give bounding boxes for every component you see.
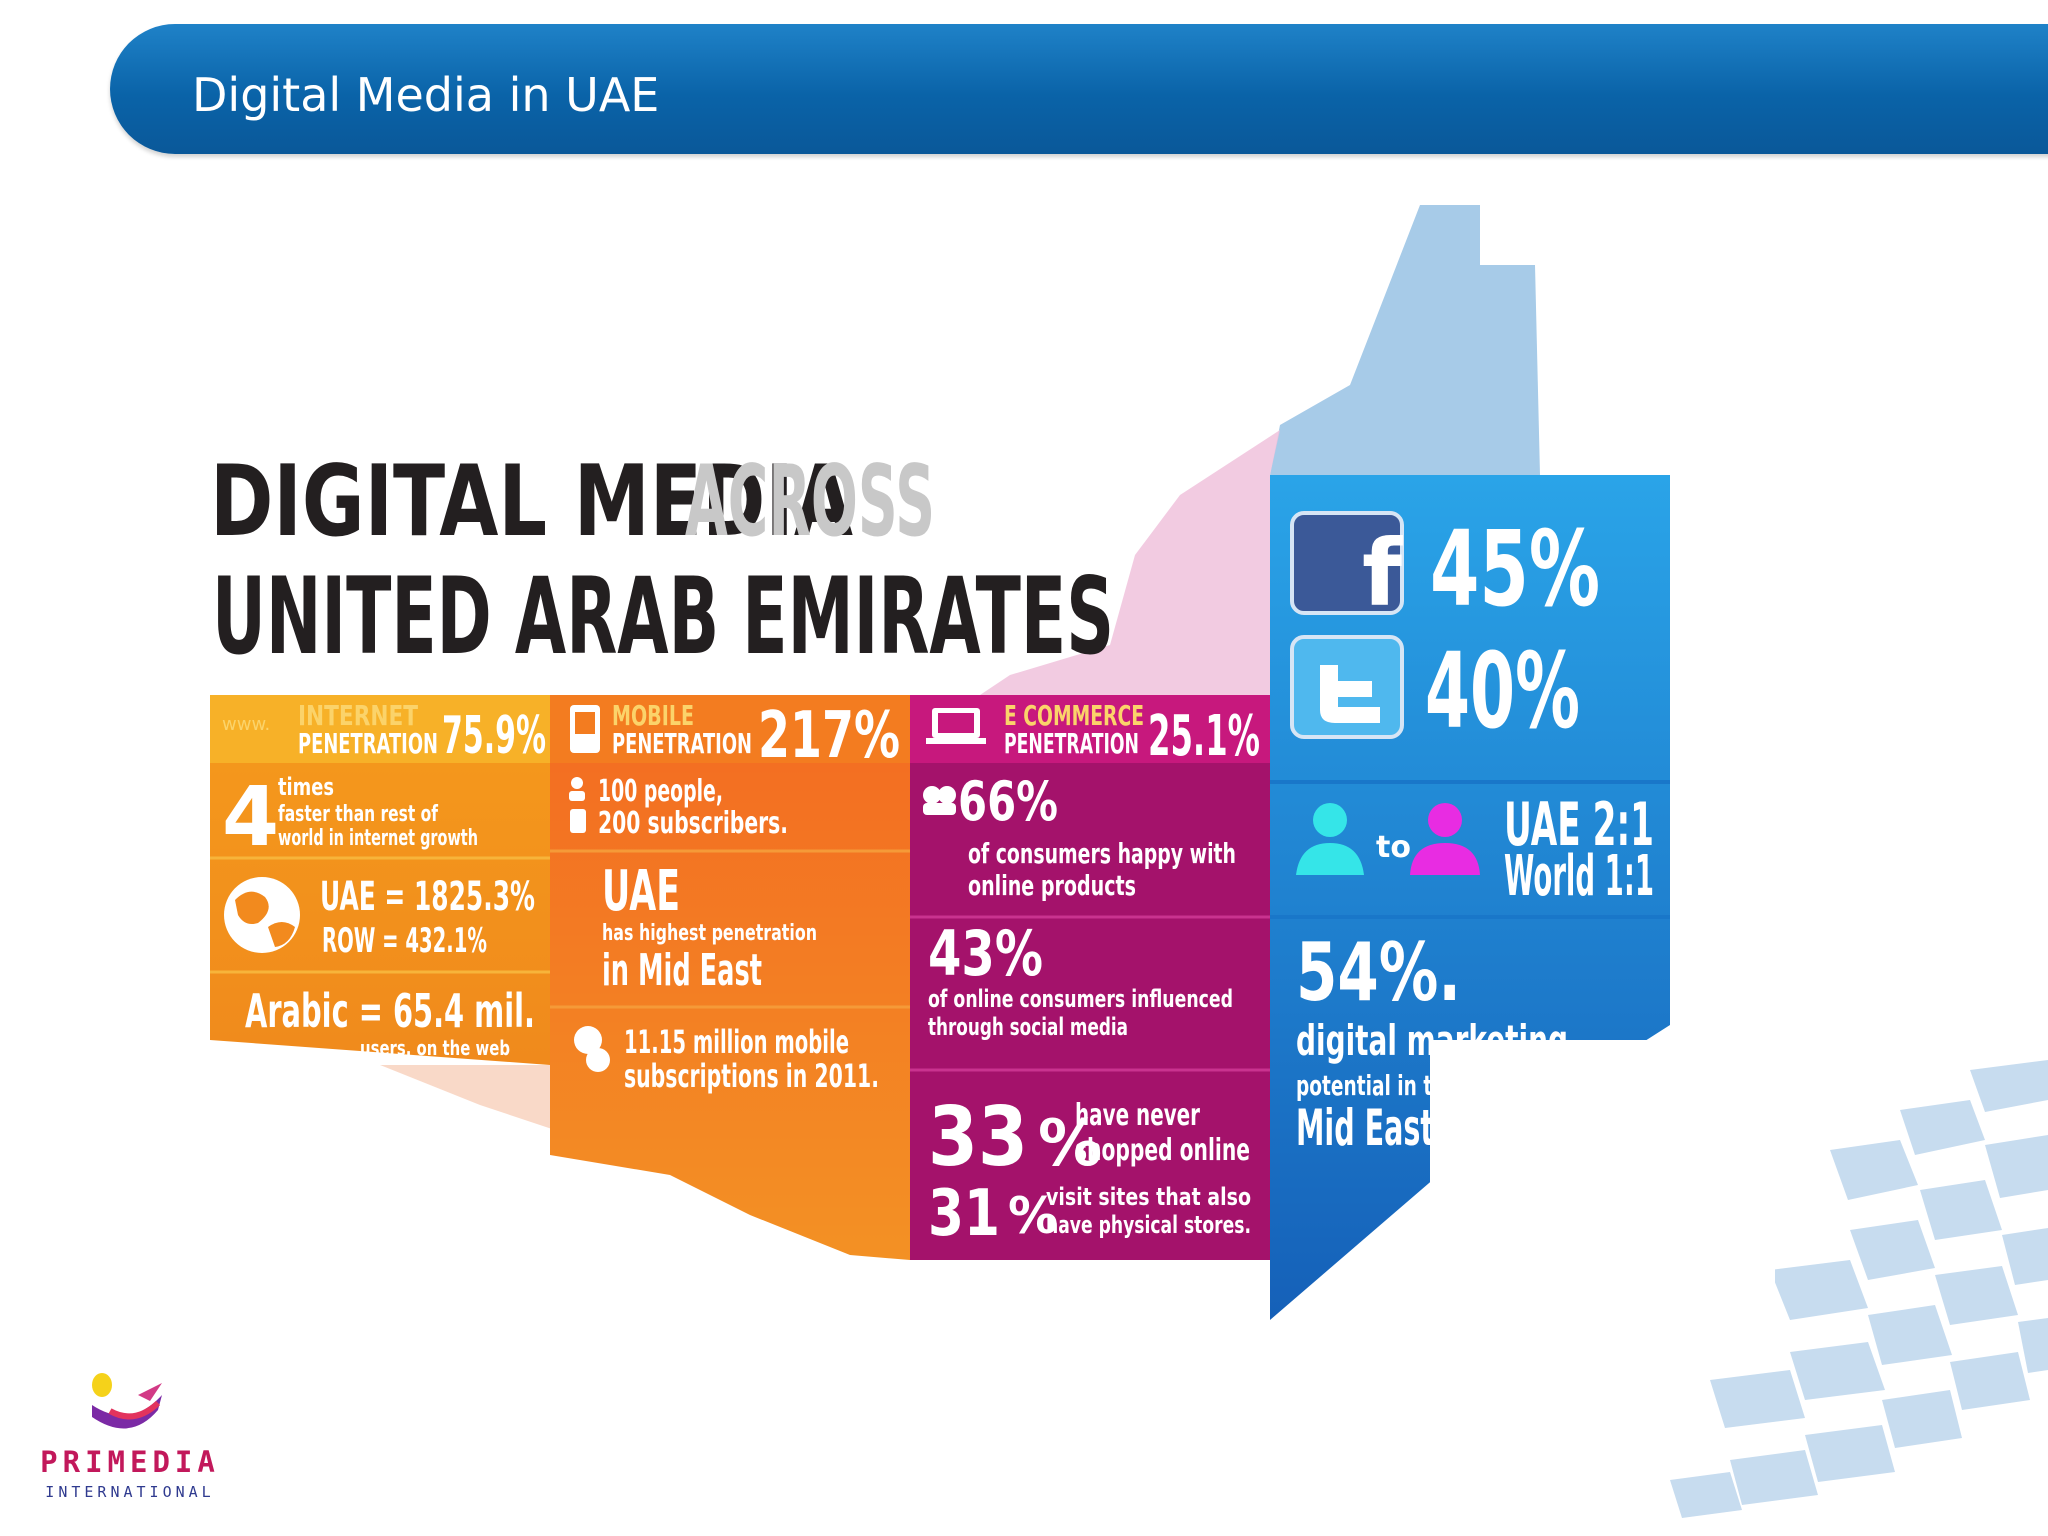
times-desc1: faster than rest of [278,802,438,827]
primedia-logo: PRIMEDIA INTERNATIONAL [40,1365,220,1515]
slide-title: Digital Media in UAE [192,68,660,122]
person-icon [569,777,585,801]
headline-light: ACROSS [685,445,935,559]
happy-desc1: of consumers happy with [968,837,1236,870]
phone-small-icon [570,809,586,833]
row-growth: ROW = 432.1% [322,921,487,961]
uae-map-north-blue [1270,205,1540,475]
mobile-value: 217% [758,699,900,773]
ecommerce-value: 25.1% [1148,704,1260,769]
to-label: to [1376,830,1411,865]
phone-icon [570,705,600,753]
mobile-label2: PENETRATION [612,727,752,760]
mobile-uae-desc: has highest penetration [602,921,817,946]
uae-map-pink [950,430,1280,715]
happy-desc2: online products [968,869,1136,902]
ecommerce-label2: PENETRATION [1004,727,1139,760]
mobile-subscribers: 200 subscribers. [598,806,788,841]
svg-text:f: f [1362,520,1403,627]
logo-name: PRIMEDIA [40,1445,220,1479]
globe-icon [224,877,300,953]
times-desc2: world in internet growth [278,826,478,851]
uae-ratio: UAE 2:1 [1504,790,1654,860]
visit-desc2: have physical stores. [1046,1211,1251,1239]
social-desc2: through social media [928,1013,1128,1041]
headline-line2: UNITED ARAB EMIRATES [212,555,1114,678]
world-ratio: World 1:1 [1504,844,1654,909]
decorative-globe-grid [1430,1040,2048,1518]
uae-infographic: DIGITAL MEDIA ACROSS UNITED ARAB EMIRATE… [150,175,1800,1335]
infographic-svg: DIGITAL MEDIA ACROSS UNITED ARAB EMIRATE… [210,205,1670,1320]
internet-label2: PENETRATION [298,727,438,760]
people-group-icon [574,1026,610,1072]
mobile-uae: UAE [602,859,680,924]
mobile-panel [550,695,910,1260]
mobile-subs2: subscriptions in 2011. [624,1057,879,1095]
times-word: times [278,773,334,801]
ecommerce-panel [910,695,1270,1260]
internet-label1: INTERNET [298,699,418,732]
arabic-sub: users. on the web [360,1036,510,1060]
social-pct: 43% [928,917,1043,990]
internet-www: www. [222,714,270,735]
mobile-header [550,695,910,763]
never-desc2: shopped online [1075,1133,1250,1168]
uae-growth: UAE = 1825.3% [320,874,535,920]
never-pct: 33 [928,1090,1028,1185]
male-user-icon [1296,803,1364,875]
ecommerce-label1: E COMMERCE [1004,699,1144,732]
twitter-pct: 40% [1425,630,1580,752]
internet-header [210,695,550,763]
never-desc1: have never [1075,1098,1200,1133]
logo-mark-icon [92,1373,162,1429]
visit-desc1: visit sites that also [1046,1183,1251,1211]
mobile-subs1: 11.15 million mobile [624,1023,849,1061]
female-user-icon [1410,803,1480,875]
internet-value: 75.9% [442,706,546,766]
facebook-icon: f [1290,511,1404,627]
dm-desc3: Mid East [1296,1099,1434,1157]
laptop-icon [926,708,986,744]
visit-pct: 31 [928,1177,1000,1251]
visit-pct-sign: % [1008,1187,1058,1245]
group-icon [923,786,956,815]
dm-pct: 54%. [1296,926,1461,1019]
logo-subtitle: INTERNATIONAL [45,1483,215,1501]
title-banner: Digital Media in UAE [110,24,2048,154]
never-pct-sign: % [1038,1107,1102,1181]
social-desc1: of online consumers influenced [928,985,1233,1013]
mobile-uae-region: in Mid East [602,945,762,996]
facebook-pct: 45% [1430,508,1600,630]
headline-dark: DIGITAL MEDIA [210,444,853,559]
happy-pct: 66% [958,770,1058,833]
twitter-icon [1290,635,1404,739]
mobile-label1: MOBILE [612,699,694,732]
arabic-users: Arabic = 65.4 mil. [245,984,535,1038]
mobile-people: 100 people, [598,774,723,809]
times-number: 4 [222,770,279,865]
